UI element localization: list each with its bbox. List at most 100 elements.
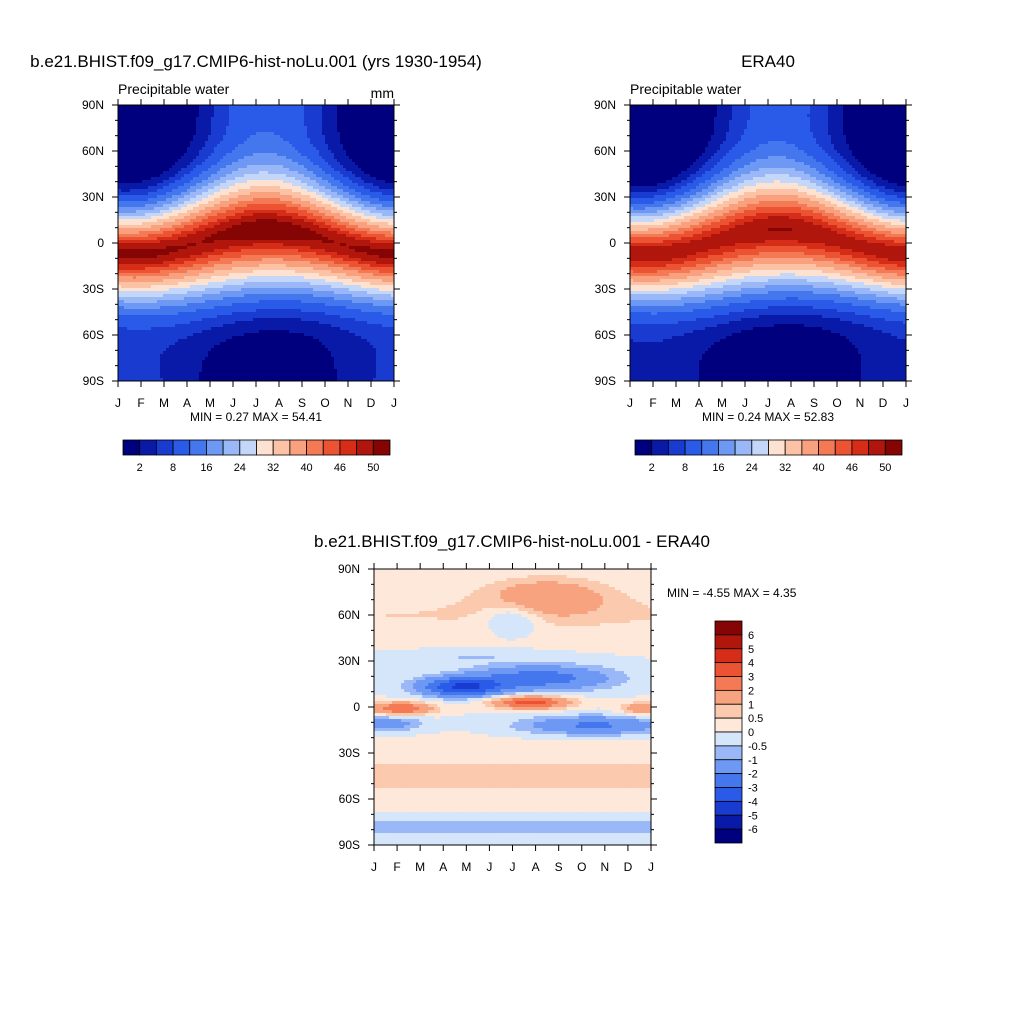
heatmap-cell [139,165,143,169]
heatmap-cell [268,129,272,133]
heatmap-cell [238,246,242,250]
heatmap-cell [202,129,206,133]
heatmap-cell [148,225,152,229]
heatmap-cell [232,126,236,130]
heatmap-cell [145,129,149,133]
heatmap-cell [124,315,128,319]
heatmap-cell [247,351,251,355]
heatmap-cell [214,237,218,241]
heatmap-cell [238,363,242,367]
heatmap-cell [211,378,215,381]
heatmap-cell [166,366,170,370]
heatmap-cell [181,123,185,127]
heatmap-cell [256,198,260,202]
heatmap-cell [127,255,131,259]
heatmap-cell [277,333,281,337]
heatmap-cell [205,174,209,178]
heatmap-cell [130,270,134,274]
heatmap-cell [127,276,131,280]
heatmap-cell [130,216,134,220]
heatmap-cell [238,294,242,298]
heatmap-cell [145,228,149,232]
heatmap-cell [199,162,203,166]
heatmap-cell [178,150,182,154]
heatmap-cell [178,111,182,115]
heatmap-cell [169,282,173,286]
heatmap-cell [244,234,248,238]
heatmap-cell [190,264,194,268]
heatmap-cell [154,261,158,265]
heatmap-cell [241,114,245,118]
heatmap-cell [217,378,221,381]
heatmap-cell [262,360,266,364]
heatmap-cell [214,144,218,148]
heatmap-cell [190,333,194,337]
heatmap-cell [121,255,125,259]
heatmap-cell [232,234,236,238]
heatmap-cell [181,114,185,118]
heatmap-cell [205,327,209,331]
heatmap-cell [226,144,230,148]
heatmap-cell [121,225,125,229]
heatmap-cell [127,252,131,256]
heatmap-cell [265,171,269,175]
heatmap-cell [223,243,227,247]
heatmap-cell [259,168,263,172]
heatmap-cell [226,246,230,250]
heatmap-cell [247,219,251,223]
heatmap-cell [196,231,200,235]
heatmap-cell [208,294,212,298]
heatmap-cell [265,333,269,337]
heatmap-cell [127,243,131,247]
heatmap-cell [226,162,230,166]
heatmap-cell [214,210,218,214]
heatmap-cell [244,369,248,373]
heatmap-cell [154,132,158,136]
heatmap-cell [184,105,188,109]
heatmap-cell [193,210,197,214]
heatmap-cell [184,282,188,286]
heatmap-cell [274,108,278,112]
heatmap-cell [274,111,278,115]
heatmap-cell [163,270,167,274]
heatmap-cell [184,291,188,295]
heatmap-cell [271,285,275,289]
heatmap-cell [187,363,191,367]
heatmap-cell [280,174,284,178]
heatmap-cell [166,324,170,328]
heatmap-cell [238,321,242,325]
heatmap-cell [160,114,164,118]
heatmap-cell [190,312,194,316]
heatmap-cell [244,327,248,331]
heatmap-cell [133,339,137,343]
heatmap-cell [193,183,197,187]
heatmap-cell [127,162,131,166]
heatmap-cell [142,120,146,124]
heatmap-cell [199,351,203,355]
heatmap-cell [151,216,155,220]
heatmap-cell [124,177,128,181]
heatmap-cell [217,273,221,277]
heatmap-cell [277,330,281,334]
heatmap-cell [196,300,200,304]
heatmap-cell [196,327,200,331]
heatmap-cell [121,276,125,280]
heatmap-cell [211,177,215,181]
heatmap-cell [253,135,257,139]
heatmap-cell [205,321,209,325]
heatmap-cell [127,120,131,124]
heatmap-cell [265,162,269,166]
heatmap-cell [121,198,125,202]
heatmap-cell [127,207,131,211]
heatmap-cell [220,117,224,121]
heatmap-cell [259,213,263,217]
heatmap-cell [223,201,227,205]
heatmap-cell [229,216,233,220]
heatmap-cell [205,210,209,214]
heatmap-cell [181,249,185,253]
heatmap-cell [127,132,131,136]
heatmap-cell [163,264,167,268]
heatmap-cell [241,111,245,115]
heatmap-cell [244,252,248,256]
heatmap-cell [226,240,230,244]
